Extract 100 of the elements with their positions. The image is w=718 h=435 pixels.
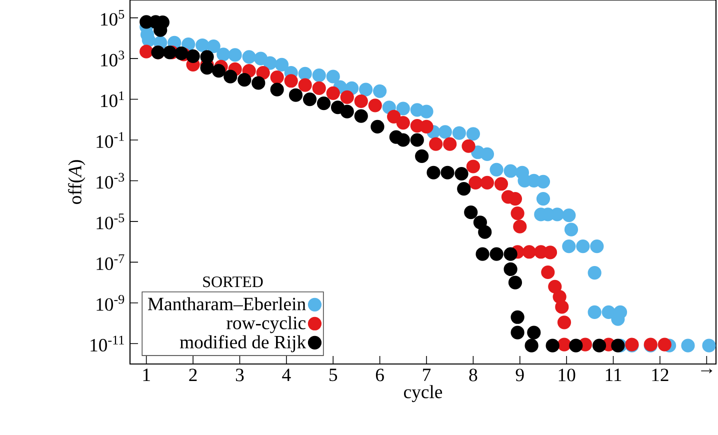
point: [658, 338, 672, 352]
point: [541, 265, 555, 280]
point: [504, 262, 518, 276]
point: [200, 50, 214, 64]
y-tick-label: 10$^{5}$: [101, 10, 124, 26]
point: [562, 240, 576, 254]
point: [522, 245, 536, 259]
point: [588, 266, 602, 280]
y-tick-label: 10$^{3}$: [101, 50, 124, 66]
point: [452, 126, 466, 140]
point: [228, 48, 242, 62]
point: [480, 147, 494, 162]
point: [186, 49, 200, 64]
point: [387, 110, 401, 124]
point: [274, 58, 289, 72]
point: [454, 166, 468, 181]
x-tick-label: 2: [189, 368, 197, 382]
point: [564, 222, 578, 236]
point: [426, 166, 440, 180]
x-tick-label: 9: [516, 368, 524, 382]
point: [510, 326, 524, 340]
point: [602, 305, 616, 319]
point: [354, 94, 368, 108]
point: [140, 44, 154, 58]
point: [473, 216, 487, 230]
point: [396, 102, 410, 116]
point: [298, 78, 312, 92]
x-tick-label: 7: [423, 368, 431, 381]
point: [590, 240, 604, 254]
x-tick-label: 6: [376, 368, 384, 382]
point: [200, 61, 214, 75]
point: [440, 166, 454, 180]
y-tick-label: 10$^{-1}$: [96, 132, 124, 148]
point: [569, 338, 583, 352]
point: [396, 116, 410, 130]
point: [340, 104, 354, 118]
point: [464, 206, 478, 220]
x-tick-label: 10: [558, 368, 576, 382]
point: [312, 68, 326, 82]
point: [420, 120, 434, 134]
point: [298, 66, 312, 81]
point: [224, 70, 238, 84]
x-tick-label: →: [701, 368, 712, 374]
point: [611, 338, 625, 352]
point: [490, 162, 504, 176]
point: [462, 139, 476, 153]
x-tick-label: 1: [143, 368, 150, 382]
point: [216, 48, 230, 62]
point: [368, 98, 382, 112]
point: [256, 66, 270, 80]
y-tick-label: 10$^{1}$: [101, 91, 124, 108]
legend-label: row-cyclic: [226, 316, 306, 334]
point: [270, 70, 284, 84]
point: [536, 174, 550, 188]
x-tick-label: 3: [236, 368, 244, 382]
x-axis-title: cycle: [404, 385, 442, 402]
x-tick-label: 5: [330, 368, 338, 382]
point: [238, 73, 252, 87]
point: [370, 120, 384, 134]
y-tick-label: 10$^{-7}$: [96, 254, 124, 270]
point: [288, 88, 303, 102]
x-tick-label: 12: [652, 368, 668, 382]
point: [162, 46, 176, 60]
point: [466, 160, 480, 174]
point: [312, 81, 326, 95]
y-tick-label: 10$^{-5}$: [96, 214, 124, 230]
point: [242, 50, 256, 64]
point: [555, 300, 569, 314]
point: [206, 39, 220, 54]
point: [494, 177, 508, 191]
point: [588, 305, 602, 319]
point: [504, 247, 518, 261]
point: [557, 316, 572, 330]
point: [536, 192, 550, 206]
point: [438, 125, 452, 139]
point: [592, 338, 606, 352]
point: [284, 74, 298, 88]
point: [316, 96, 331, 110]
point: [270, 82, 284, 96]
point: [504, 164, 518, 178]
point: [562, 208, 576, 222]
point: [524, 338, 538, 352]
point: [466, 127, 480, 141]
point: [420, 104, 434, 118]
point: [340, 90, 354, 104]
point: [543, 246, 558, 260]
point: [396, 133, 410, 147]
legend-label: Mantharam–Eberlein: [148, 297, 306, 310]
legend-title: SORTED: [203, 276, 263, 288]
point: [410, 133, 424, 147]
point: [490, 247, 504, 261]
y-tick-label: 10$^{-11}$: [90, 336, 124, 352]
point: [263, 56, 277, 70]
point: [326, 86, 340, 100]
point: [252, 76, 266, 90]
y-tick-label: 10$^{-9}$: [96, 294, 124, 311]
point: [359, 82, 373, 96]
point: [415, 149, 429, 164]
x-tick-label: 11: [606, 368, 622, 382]
legend-label: modified de Rijk: [180, 335, 306, 352]
